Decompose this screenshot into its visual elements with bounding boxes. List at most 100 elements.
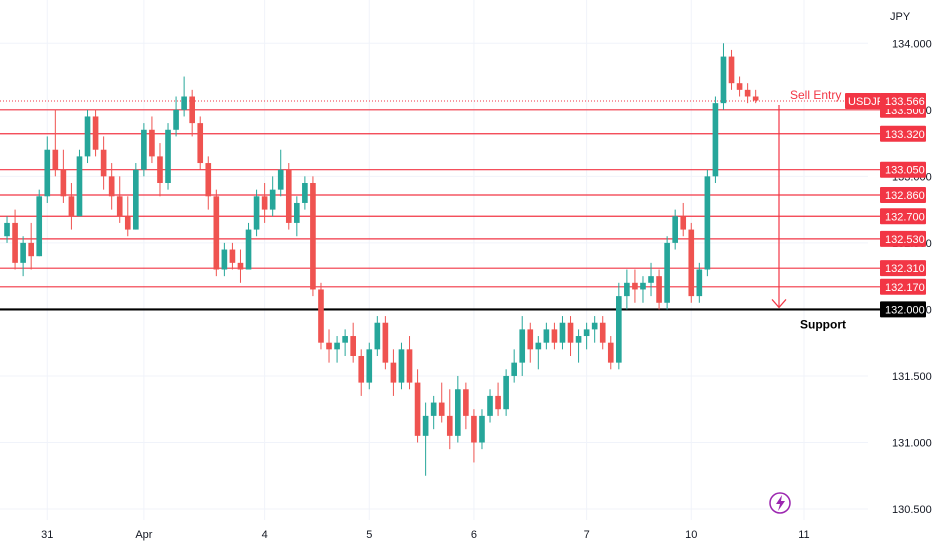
- lightning-icon[interactable]: [769, 492, 791, 514]
- candle-body: [599, 322, 606, 343]
- candle: [616, 282, 622, 370]
- candle-body: [471, 415, 477, 443]
- candle-body: [237, 262, 244, 270]
- candle-body: [28, 242, 34, 257]
- candle-body: [36, 196, 43, 257]
- candle: [479, 409, 485, 450]
- candle: [511, 349, 517, 383]
- candle-body: [688, 229, 695, 297]
- level-badge[interactable]: 133.320: [880, 125, 926, 142]
- level-badge-bg: [880, 161, 926, 178]
- candle: [744, 83, 751, 104]
- candle: [455, 375, 461, 443]
- candle: [149, 116, 155, 164]
- candle-body: [12, 222, 18, 263]
- candle: [736, 76, 743, 97]
- level-badge[interactable]: 132.700: [880, 208, 926, 225]
- level-badge[interactable]: 132.170: [880, 278, 926, 295]
- level-badge-text: 132.310: [885, 263, 925, 275]
- time-tick-label: Apr: [135, 529, 152, 541]
- candle-body: [189, 96, 195, 124]
- candle-body: [269, 189, 276, 210]
- candle: [173, 96, 179, 137]
- candle: [76, 149, 83, 217]
- candle: [648, 262, 654, 297]
- candle: [269, 176, 276, 217]
- horizontal-levels[interactable]: [0, 100, 880, 311]
- support-badge[interactable]: 132.000: [880, 301, 926, 318]
- candle: [680, 202, 687, 237]
- candle: [253, 189, 260, 237]
- candle-body: [318, 289, 324, 343]
- candle: [503, 369, 509, 416]
- annotations[interactable]: Sell Entry Support: [771, 88, 846, 331]
- candle-body: [221, 249, 228, 270]
- candle-body: [358, 355, 365, 383]
- level-badge-bg: [880, 230, 926, 247]
- level-badge[interactable]: 132.860: [880, 186, 926, 203]
- level-badge[interactable]: 133.050: [880, 161, 926, 178]
- candle-body: [640, 282, 646, 290]
- candle: [752, 89, 759, 104]
- candle: [390, 349, 397, 396]
- candle: [688, 222, 695, 303]
- price-axis[interactable]: 134.000133.500133.000132.500132.000131.5…: [845, 38, 932, 516]
- support-badge-text: 132.000: [885, 304, 925, 316]
- candle: [430, 395, 437, 430]
- candle-body: [656, 276, 662, 303]
- candle-body: [60, 169, 67, 197]
- time-axis[interactable]: 31 Apr 4 5 6 7 10 11: [41, 529, 810, 541]
- level-badge[interactable]: 132.310: [880, 260, 926, 277]
- candle-body: [68, 196, 75, 217]
- level-badge-bg: [880, 260, 926, 277]
- candle-body: [455, 389, 461, 436]
- candle-body: [342, 336, 348, 343]
- target-arrow-head: [771, 299, 787, 309]
- candle: [100, 136, 107, 190]
- candle-body: [446, 415, 453, 436]
- level-badge[interactable]: 132.530: [880, 230, 926, 247]
- candle-body: [116, 196, 123, 217]
- candle: [229, 242, 236, 270]
- level-badge-text: 133.050: [885, 165, 925, 177]
- candle-body: [285, 169, 292, 223]
- currency-label: JPY: [890, 11, 911, 23]
- candle: [197, 116, 204, 170]
- candle-body: [624, 282, 630, 297]
- candle-body: [736, 83, 743, 90]
- candle-body: [438, 402, 445, 416]
- candle: [535, 336, 542, 370]
- candle: [277, 149, 284, 197]
- time-tick-label: 11: [798, 529, 809, 541]
- candle-body: [374, 322, 381, 350]
- price-tick-label: 130.500: [892, 504, 932, 516]
- candle: [261, 182, 268, 223]
- candle-body: [4, 222, 10, 237]
- candle-body: [366, 349, 373, 383]
- candle: [575, 329, 582, 363]
- candle: [382, 316, 389, 370]
- candle: [141, 123, 147, 177]
- candle-body: [664, 242, 670, 303]
- grid-lines: [0, 0, 868, 520]
- symbol-badge-bg: [845, 93, 881, 110]
- candle-body: [519, 329, 526, 363]
- candle-body: [294, 202, 300, 223]
- candle: [350, 322, 356, 363]
- level-badge-text: 132.170: [885, 282, 925, 294]
- candle-body: [124, 216, 131, 230]
- candle: [20, 236, 26, 277]
- candle-body: [52, 149, 59, 170]
- candle: [720, 43, 727, 110]
- level-badge-text: 133.320: [885, 129, 925, 141]
- candle-body: [495, 395, 501, 410]
- time-tick-label: 6: [471, 529, 477, 541]
- level-badge-text: 132.700: [885, 211, 925, 223]
- candle: [44, 136, 51, 203]
- candle: [704, 169, 711, 277]
- candle: [591, 316, 598, 343]
- candle: [672, 209, 678, 250]
- candle: [398, 342, 405, 390]
